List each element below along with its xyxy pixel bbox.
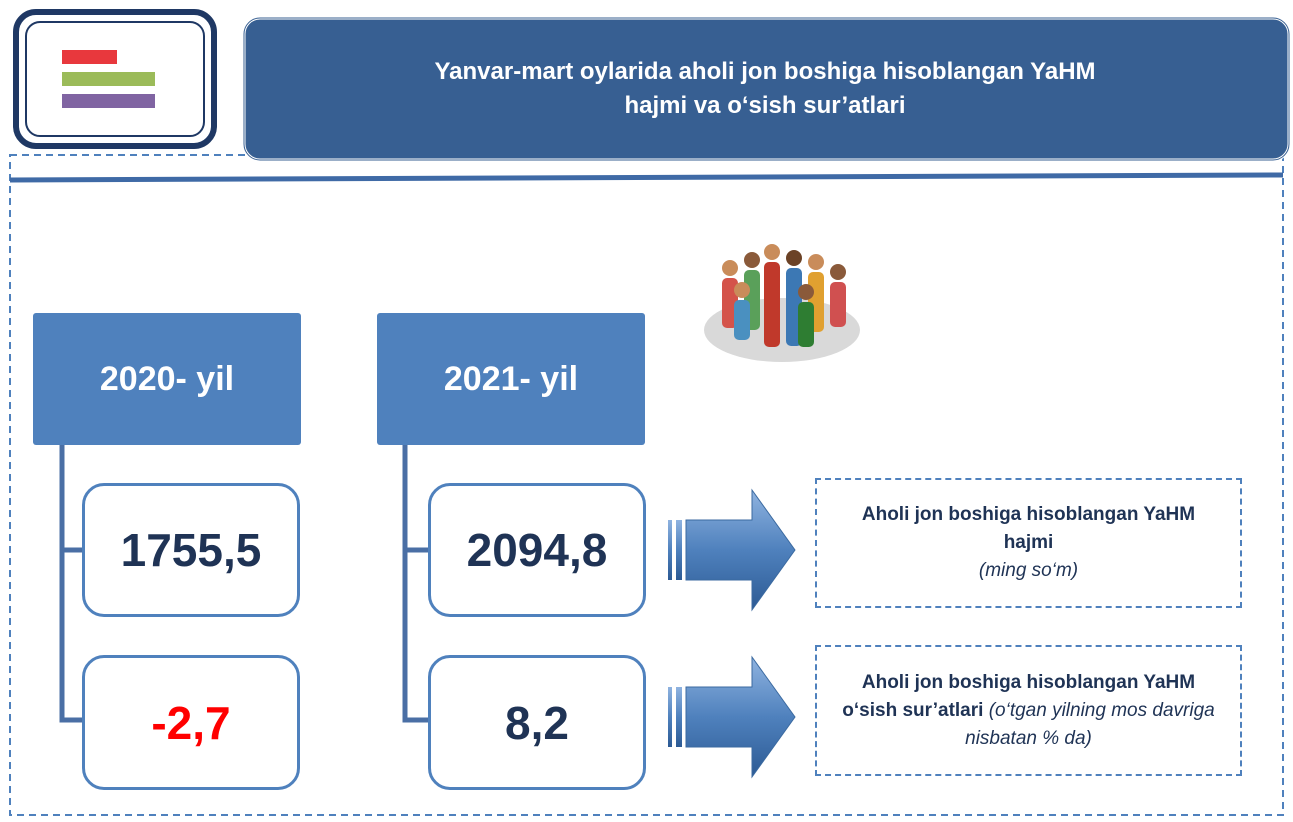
legend-label: Aholi jon boshiga hisoblangan YaHM hajmi [861, 504, 1196, 553]
legend-note: (o‘tgan yilning mos davriga nisbatan % d… [965, 699, 1215, 749]
year-box: 2021- yil [377, 313, 645, 445]
volume-value: 1755,5 [82, 483, 300, 617]
icon-bar [62, 72, 155, 86]
connector [402, 445, 430, 723]
header-title: Yanvar-mart oylarida aholi jon boshiga h… [260, 28, 1270, 150]
icon-inner [25, 21, 205, 137]
legend-note: (ming so‘m) [978, 560, 1079, 581]
legend-label: Aholi jon boshiga hisoblangan YaHM o‘sis… [842, 671, 1196, 721]
year-box: 2020- yil [33, 313, 301, 445]
header-outline [243, 17, 1290, 161]
arrow [668, 488, 796, 612]
title-line: hajmi va o‘sish sur’atlari [624, 92, 906, 119]
arrow [668, 655, 796, 779]
people-icon [722, 244, 846, 347]
connector [59, 445, 84, 723]
icon-bar [62, 50, 117, 64]
legend-box: Aholi jon boshiga hisoblangan YaHM hajmi… [815, 478, 1242, 608]
growth-value: -2,7 [82, 655, 300, 790]
title-line: Yanvar-mart oylarida aholi jon boshiga h… [434, 58, 1096, 85]
volume-value: 2094,8 [428, 483, 646, 617]
growth-value: 8,2 [428, 655, 646, 790]
divider [9, 172, 1284, 183]
icon-bar [62, 94, 155, 108]
legend-box: Aholi jon boshiga hisoblangan YaHM o‘sis… [815, 645, 1242, 776]
